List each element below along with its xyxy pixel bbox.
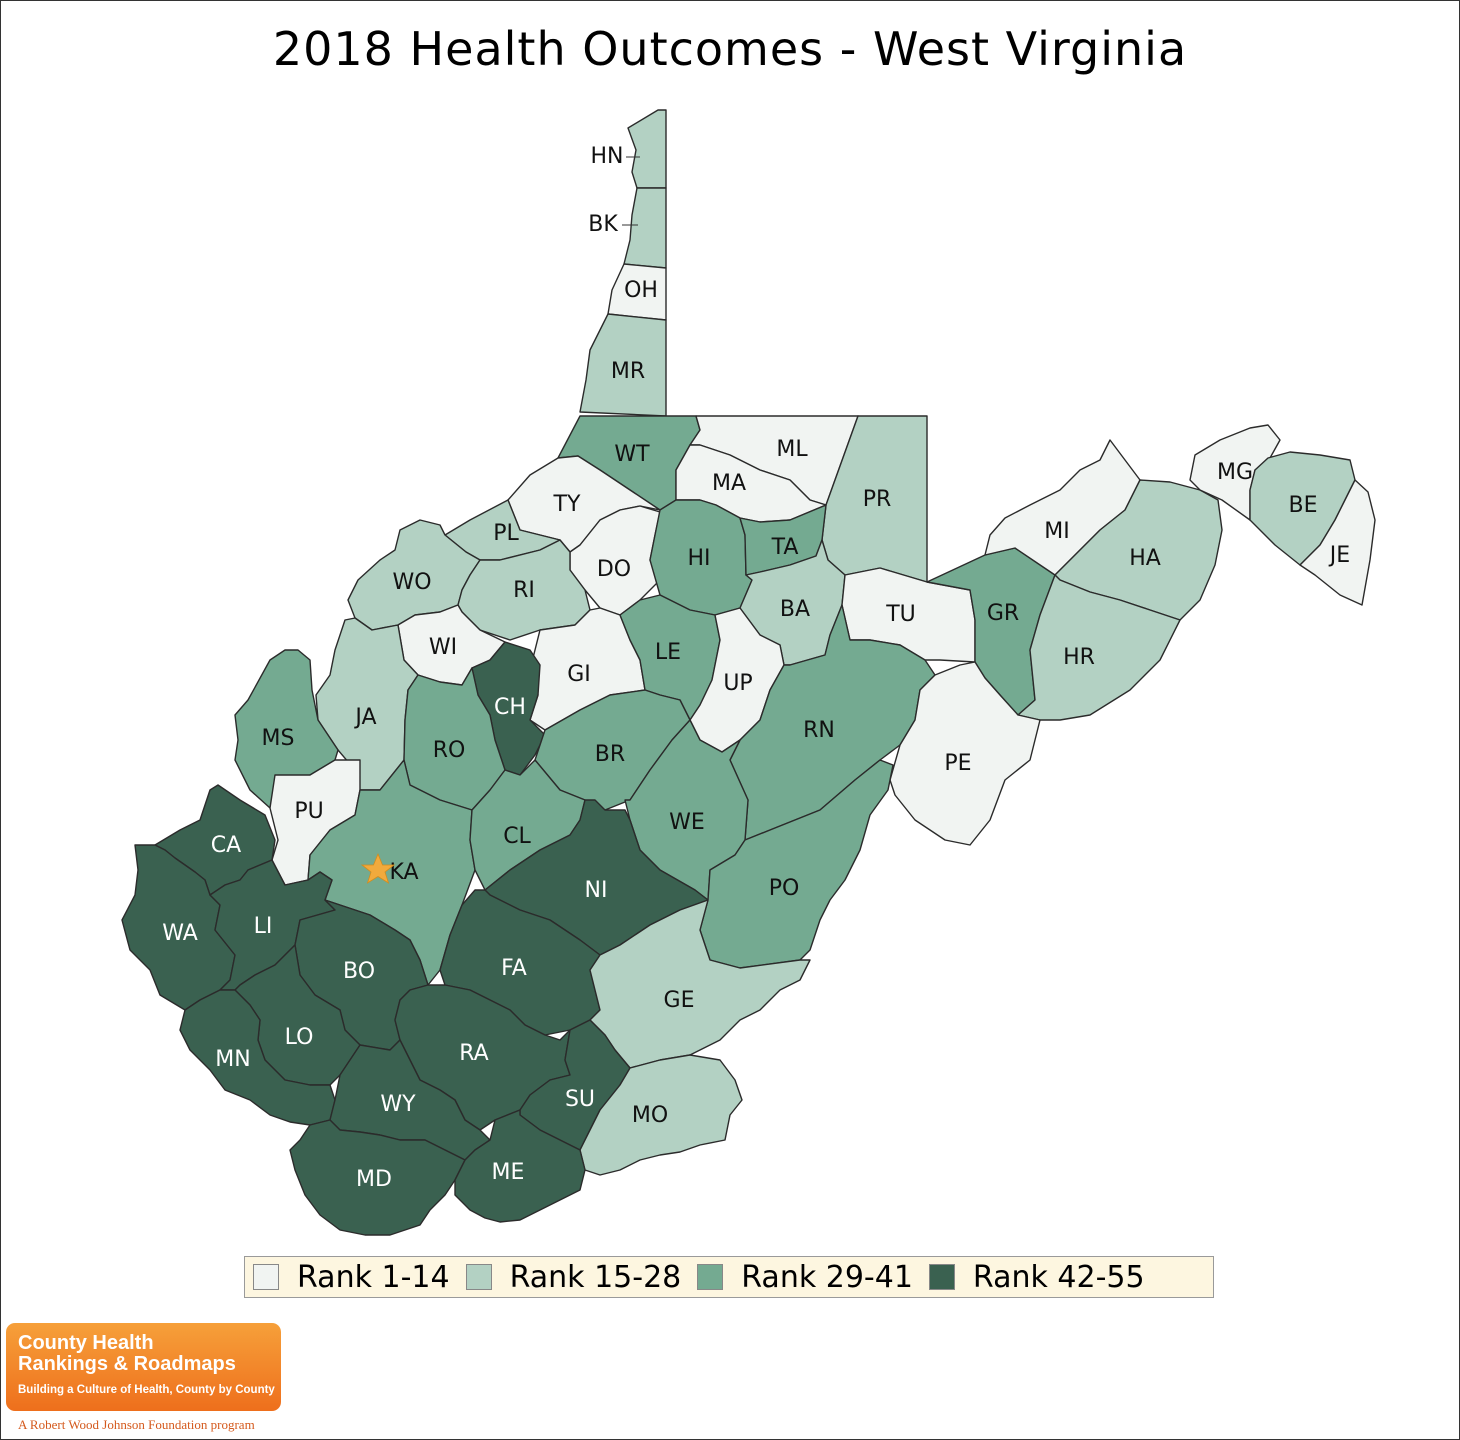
county-label-md: MD xyxy=(356,1167,392,1192)
county-label-bk: BK xyxy=(588,212,618,237)
label-leader-lines xyxy=(622,156,640,226)
county-label-hr: HR xyxy=(1063,645,1095,670)
map-title: 2018 Health Outcomes - West Virginia xyxy=(272,22,1188,76)
legend-item: Rank 15-28 xyxy=(465,1259,682,1295)
county-label-tu: TU xyxy=(885,602,916,627)
county-label-fa: FA xyxy=(501,956,527,981)
county-label-wi: WI xyxy=(429,635,457,660)
county-MD[interactable] xyxy=(289,1119,466,1236)
county-label-ni: NI xyxy=(585,878,608,903)
county-label-je: JE xyxy=(1328,543,1350,568)
county-label-ms: MS xyxy=(262,726,295,751)
county-MN[interactable] xyxy=(179,989,336,1126)
county-label-po: PO xyxy=(769,876,800,901)
legend-label: Rank 29-41 xyxy=(741,1259,913,1295)
county-label-wa: WA xyxy=(162,921,198,946)
legend-swatch xyxy=(697,1264,724,1290)
county-label-pr: PR xyxy=(863,487,892,512)
logo-tagline: Building a Culture of Health, County by … xyxy=(18,1384,275,1396)
legend-swatch xyxy=(253,1264,279,1290)
county-label-le: LE xyxy=(655,640,681,665)
county-label-up: UP xyxy=(723,671,752,696)
legend-label: Rank 15-28 xyxy=(509,1259,682,1295)
county-label-pl: PL xyxy=(493,521,519,546)
county-MR[interactable] xyxy=(579,313,667,417)
county-label-pe: PE xyxy=(944,751,971,776)
county-label-wt: WT xyxy=(614,442,650,467)
county-label-ja: JA xyxy=(353,705,376,730)
county-label-ha: HA xyxy=(1129,546,1161,571)
legend-item: Rank 29-41 xyxy=(697,1260,913,1295)
county-shapes xyxy=(121,109,1376,1236)
county-label-ri: RI xyxy=(513,578,535,603)
county-label-mg: MG xyxy=(1217,460,1253,485)
legend-item: Rank 1-14 xyxy=(253,1260,450,1295)
county-JE[interactable] xyxy=(1299,479,1376,606)
county-label-hn: HN xyxy=(591,144,624,169)
county-HN[interactable] xyxy=(627,109,667,189)
county-label-ro: RO xyxy=(433,738,466,763)
county-label-be: BE xyxy=(1289,493,1318,518)
legend-label: Rank 42-55 xyxy=(972,1259,1145,1295)
county-label-li: LI xyxy=(254,914,273,939)
county-HR[interactable] xyxy=(1017,574,1181,721)
county-PE[interactable] xyxy=(889,661,1041,846)
county-label-wy: WY xyxy=(380,1092,416,1117)
county-label-br: BR xyxy=(595,742,625,767)
county-MO[interactable] xyxy=(579,1054,743,1176)
legend: Rank 1-14 Rank 15-28 Rank 29-41 Rank 42-55 xyxy=(244,1256,1214,1298)
county-label-me: ME xyxy=(492,1160,525,1185)
county-label-wo: WO xyxy=(392,570,431,595)
county-label-su: SU xyxy=(565,1087,595,1112)
legend-swatch xyxy=(465,1264,492,1290)
county-label-ma: MA xyxy=(712,471,746,496)
county-label-do: DO xyxy=(597,557,631,582)
county-label-ta: TA xyxy=(771,535,799,560)
county-label-oh: OH xyxy=(624,278,658,303)
county-ME[interactable] xyxy=(454,1109,586,1223)
logo-line-1: County Health xyxy=(18,1332,154,1354)
county-label-ty: TY xyxy=(553,492,581,517)
county-label-rn: RN xyxy=(803,718,835,743)
county-label-ba: BA xyxy=(780,597,810,622)
county-label-ge: GE xyxy=(664,988,695,1013)
county-label-mn: MN xyxy=(215,1047,250,1072)
county-label-hi: HI xyxy=(687,546,710,571)
county-label-ch: CH xyxy=(494,695,526,720)
county-label-ra: RA xyxy=(459,1041,488,1066)
county-label-mi: MI xyxy=(1044,519,1069,544)
county-label-lo: LO xyxy=(285,1025,314,1050)
legend-item: Rank 42-55 xyxy=(928,1259,1145,1295)
foundation-credit: A Robert Wood Johnson Foundation program xyxy=(18,1417,255,1432)
county-label-cl: CL xyxy=(503,824,531,849)
county-BK[interactable] xyxy=(623,187,667,269)
chrr-logo: County Health Rankings & Roadmaps Buildi… xyxy=(6,1323,281,1411)
logo-line-2: Rankings & Roadmaps xyxy=(18,1353,236,1375)
county-label-mr: MR xyxy=(611,359,645,384)
county-label-bo: BO xyxy=(343,959,375,984)
county-label-pu: PU xyxy=(294,799,323,824)
star-icon xyxy=(360,852,396,884)
county-label-ml: ML xyxy=(776,437,808,462)
legend-swatch xyxy=(928,1264,955,1290)
county-label-ka: KA xyxy=(389,860,418,885)
county-label-we: WE xyxy=(669,810,705,835)
county-label-ca: CA xyxy=(211,833,241,858)
legend-label: Rank 1-14 xyxy=(297,1259,450,1295)
county-label-mo: MO xyxy=(632,1103,668,1128)
county-label-gi: GI xyxy=(567,662,591,687)
county-label-gr: GR xyxy=(987,601,1019,626)
county-labels: HN BK OH MR WT ML MA PR TY PL DO HI TA WO RI BA TU GR MI HA… xyxy=(162,144,1350,1192)
